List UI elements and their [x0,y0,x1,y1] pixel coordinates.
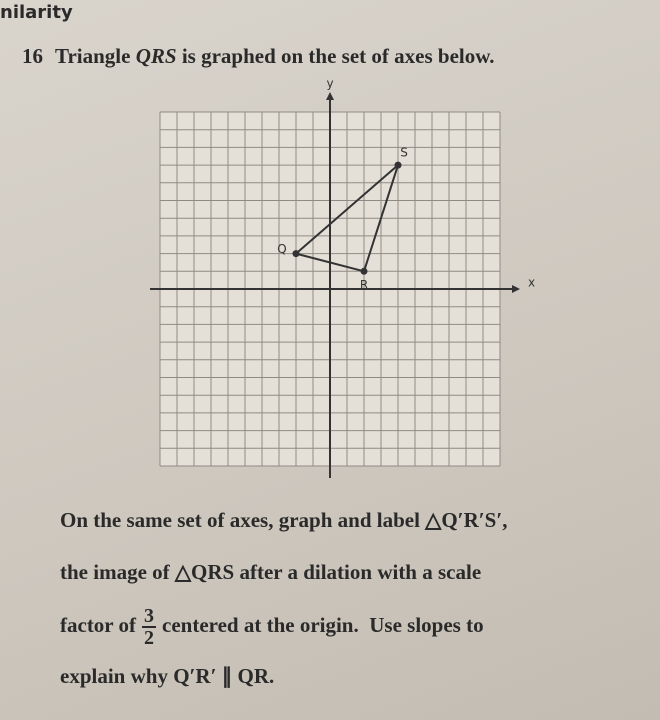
question-number: 16 [22,44,43,68]
vertex [394,161,402,169]
vertex-label: S [400,146,408,160]
triangle [293,162,401,273]
numerator: 3 [142,605,156,628]
arrow [512,285,520,293]
graph: x y Q R S [150,77,535,478]
prompt-text: is graphed on the set of axes below. [176,44,495,68]
body-text: centered at the origin. Use slopes to [162,612,484,637]
vertex [292,250,300,258]
body-text: factor of [60,612,136,637]
body-line: explain why Q′R′ ∥ QR. [60,664,275,688]
body-line: factor of 3 2 centered at the origin. Use s… [60,606,484,648]
body-line: the image of △QRS after a dilation with … [60,560,482,584]
prompt-text: QRS [135,44,177,68]
question: 16 Triangle QRS is graphed on the set of … [22,44,495,69]
vertex [360,267,368,275]
denominator: 2 [144,627,154,649]
body-line: On the same set of axes, graph and label… [60,508,508,532]
arrow [326,92,334,100]
axis-label: y [326,77,333,91]
axis-label: x [528,276,535,290]
prompt-text: Triangle [55,44,136,68]
vertex-label: R [360,278,368,292]
section-header: nilarity [0,2,73,23]
vertex-label: Q [277,242,286,256]
